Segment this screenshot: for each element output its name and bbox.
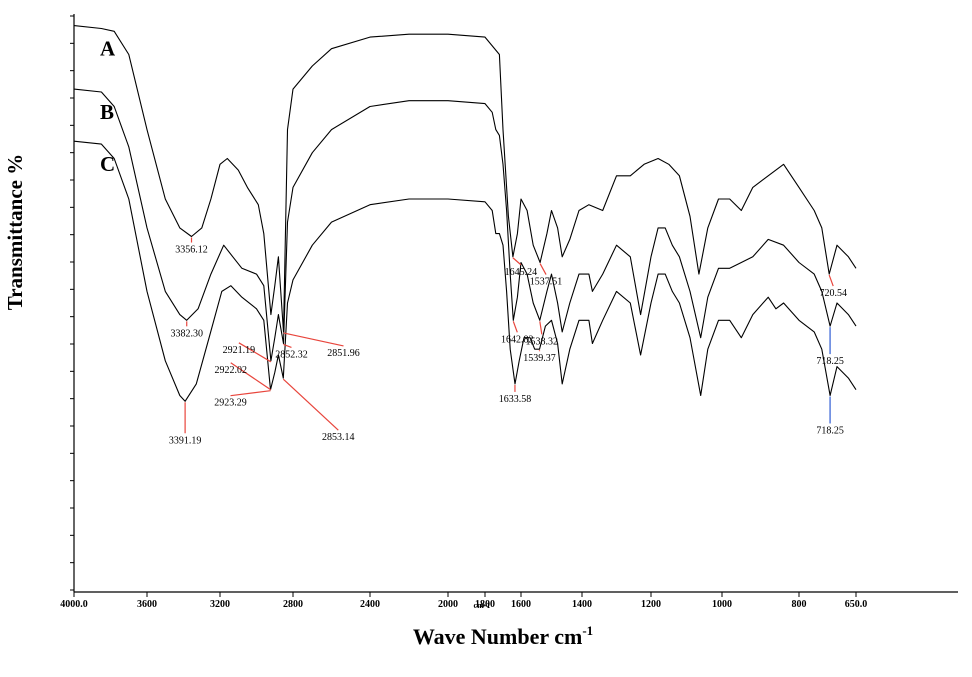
peak-leader-line xyxy=(512,321,518,333)
x-tick-label: 2000 xyxy=(438,599,458,610)
x-tick-label: 800 xyxy=(792,599,807,610)
x-axis-title: Wave Number cm-1 xyxy=(413,623,593,649)
peak-label-c: 718.25 xyxy=(816,425,844,436)
x-tick-label: 3200 xyxy=(210,599,230,610)
peak-label-a: 1645.24 xyxy=(505,267,538,278)
series-letter-b: B xyxy=(100,100,114,124)
peak-leader-line xyxy=(539,321,543,335)
peak-label-c: 2922.02 xyxy=(214,365,247,376)
peak-label-c: 1633.58 xyxy=(499,394,532,405)
x-axis-title-superscript: -1 xyxy=(582,623,593,638)
y-axis-title: Transmittance % xyxy=(3,154,27,311)
peak-label-a: 2851.96 xyxy=(327,348,360,359)
series-letters: A B C xyxy=(100,37,116,177)
series-letter-a: A xyxy=(100,37,116,61)
peak-leader-line xyxy=(283,332,344,347)
peak-leader-line xyxy=(282,378,339,431)
x-tick-label: 3600 xyxy=(137,599,157,610)
peak-label-b: 2921.19 xyxy=(223,345,256,356)
x-tick-label: 1400 xyxy=(572,599,592,610)
series-letter-c: C xyxy=(100,152,115,176)
peak-label-a: 720.54 xyxy=(819,288,847,299)
peak-label-c: 2923.29 xyxy=(214,398,247,409)
spectrum-line-a xyxy=(73,25,857,333)
peak-label-b: 2852.32 xyxy=(275,349,308,360)
x-axis-title-text: Wave Number cm xyxy=(413,624,582,649)
x-tick-label: 1000 xyxy=(712,599,732,610)
x-axis-unit-label: cm-1 xyxy=(474,601,491,610)
peak-leader-line xyxy=(828,274,834,287)
chart-axes xyxy=(70,14,958,593)
x-tick-label: 2800 xyxy=(283,599,303,610)
peak-leader-line xyxy=(512,257,522,266)
peak-leader-line xyxy=(539,263,547,275)
peak-label-c: 3391.19 xyxy=(169,435,202,446)
x-tick-label: 1800 xyxy=(475,599,495,610)
peak-label-a: 3356.12 xyxy=(175,245,208,256)
peak-label-c: 1539.37 xyxy=(523,353,556,364)
peak-leader-line xyxy=(230,390,271,397)
x-tick-label: 1200 xyxy=(641,599,661,610)
x-tick-label: 2400 xyxy=(360,599,380,610)
peak-label-b: 1642.82 xyxy=(501,334,534,345)
peak-label-b: 718.25 xyxy=(816,356,844,367)
spectrum-line-c xyxy=(73,140,857,402)
spectrum-line-b xyxy=(73,88,857,362)
x-tick-label: 1600 xyxy=(511,599,531,610)
peak-leader-line xyxy=(283,343,292,349)
x-axis-ticks: 4000.0 3600 3200 2800 2400 2000 1800 1600 1400 12… xyxy=(60,592,867,610)
peak-leader-line xyxy=(230,362,272,391)
peak-label-c: 2853.14 xyxy=(322,432,355,443)
spectra-series xyxy=(73,25,857,402)
peak-label-b: 3382.30 xyxy=(170,328,203,339)
peak-leader-line xyxy=(238,342,272,363)
x-tick-label: 4000.0 xyxy=(60,599,88,610)
peak-label-b: 1538.32 xyxy=(526,336,559,347)
peak-label-a: 1537.51 xyxy=(530,277,563,288)
x-tick-label: 650.0 xyxy=(845,599,868,610)
